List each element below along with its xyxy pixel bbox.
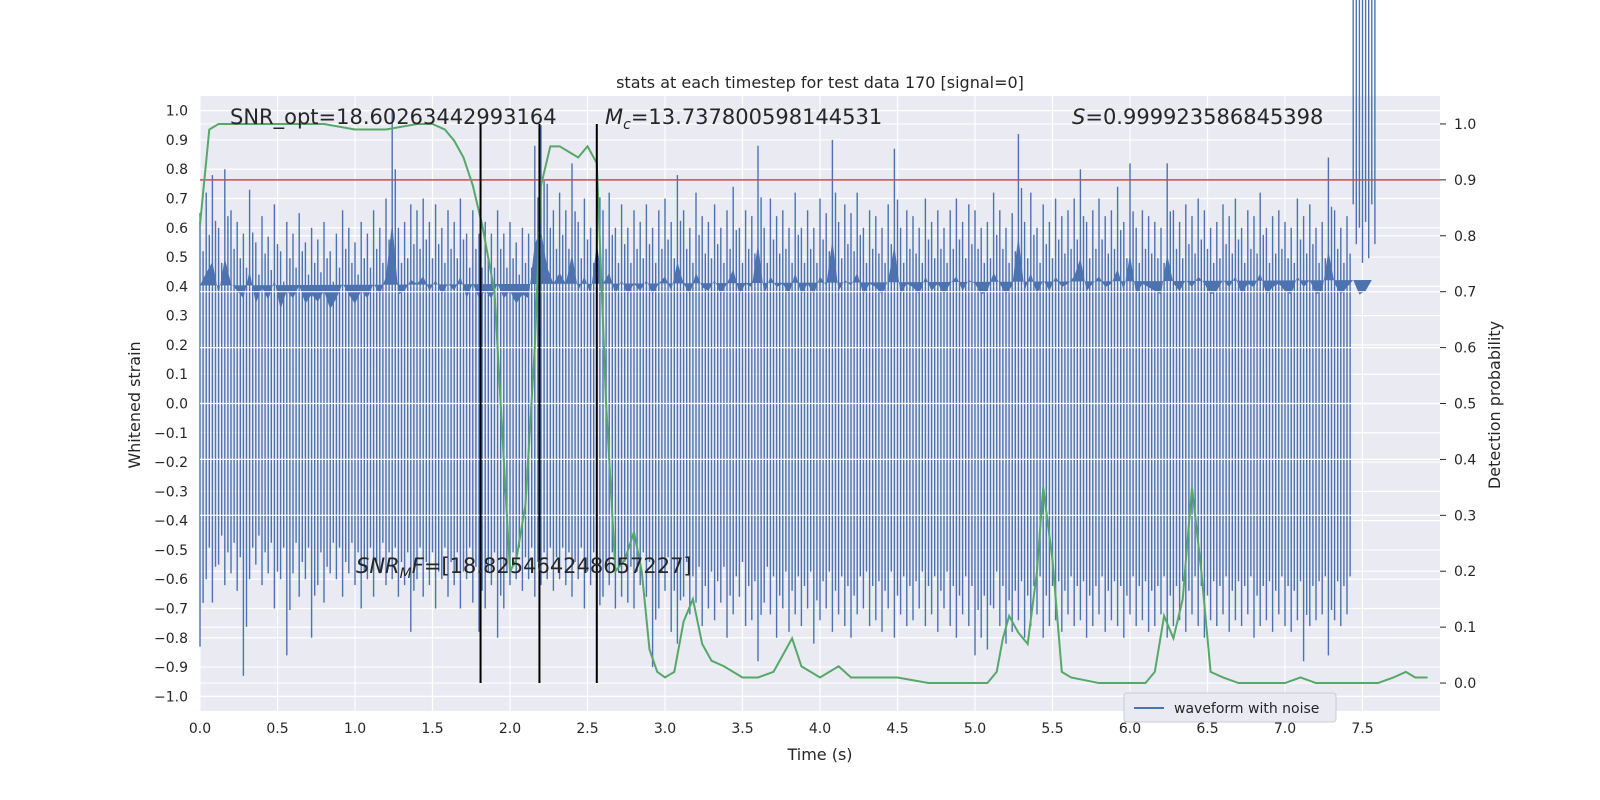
y-tick-label: −0.9 <box>154 660 188 676</box>
x-tick-label: 5.5 <box>1041 721 1063 737</box>
x-axis-title: Time (s) <box>786 745 852 764</box>
x-tick-label: 4.0 <box>809 721 831 737</box>
y-tick-label: 0.5 <box>166 250 188 266</box>
y-tick-label: 0.4 <box>166 279 188 295</box>
y-tick-label: −0.2 <box>154 455 188 471</box>
x-tick-label: 3.5 <box>731 721 753 737</box>
snr-mf-value: =[18.825464248657227] <box>424 554 692 578</box>
legend: waveform with noise <box>1123 692 1337 723</box>
s-value-annotation: S=0.999923586845398 <box>1072 105 1323 129</box>
y2-tick-label: 0.8 <box>1454 229 1476 245</box>
snr-mf-symbol: SNR <box>356 554 400 578</box>
y2-axis-ticks: 1.0 0.9 0.8 0.7 0.6 0.5 0.4 0.3 0.2 0.1 0.0 <box>1440 117 1476 692</box>
x-tick-label: 2.0 <box>499 721 521 737</box>
y-tick-label: 0.9 <box>166 133 188 149</box>
y-tick-label: 0.8 <box>166 162 188 178</box>
x-tick-label: 1.0 <box>344 721 366 737</box>
snr-mf-annotation: SNRMF=[18.825464248657227] <box>356 554 692 582</box>
probability-series <box>199 122 1428 685</box>
x-tick-label: 7.0 <box>1274 721 1296 737</box>
y2-tick-label: 1.0 <box>1454 117 1476 133</box>
y-tick-label: −0.4 <box>154 514 188 530</box>
chart-title: stats at each timestep for test data 170… <box>616 73 1024 92</box>
y-tick-label: −0.5 <box>154 543 188 559</box>
y-tick-label: −0.3 <box>154 484 188 500</box>
chirp-mass-annotation: Mc=13.737800598144531 <box>605 105 882 133</box>
y-tick-label: −0.7 <box>154 602 188 618</box>
y-tick-label: −0.6 <box>154 572 188 588</box>
y2-tick-label: 0.2 <box>1454 564 1476 580</box>
y-tick-label: 0.7 <box>166 192 188 208</box>
y2-tick-label: 0.1 <box>1454 620 1476 636</box>
y2-axis-title: Detection probability <box>1485 321 1504 489</box>
vertical-markers <box>479 123 598 684</box>
legend-box <box>1123 692 1337 723</box>
y2-tick-label: 0.5 <box>1454 397 1476 413</box>
x-tick-label: 7.5 <box>1351 721 1373 737</box>
snr-mf-subscript: M <box>400 566 412 582</box>
snr-mf-mid: F <box>412 554 425 578</box>
y-tick-label: 0.3 <box>166 309 188 325</box>
x-tick-label: 6.5 <box>1196 721 1218 737</box>
chirp-mass-value: =13.737800598144531 <box>631 105 882 129</box>
y-tick-label: 0.6 <box>166 221 188 237</box>
y-tick-label: −0.8 <box>154 631 188 647</box>
x-tick-label: 5.0 <box>964 721 986 737</box>
probability-line <box>199 122 1428 685</box>
y-tick-label: 1.0 <box>166 104 188 120</box>
y-tick-label: 0.0 <box>166 397 188 413</box>
x-tick-label: 2.5 <box>576 721 598 737</box>
x-tick-label: 1.5 <box>421 721 443 737</box>
x-tick-label: 3.0 <box>654 721 676 737</box>
snr-opt-annotation: SNR_opt=18.60263442993164 <box>230 105 557 130</box>
y-tick-label: 0.1 <box>166 367 188 383</box>
waveform-series <box>199 0 1440 676</box>
y-axis-ticks: 1.0 0.9 0.8 0.7 0.6 0.5 0.4 0.3 0.2 0.1 0.0 −0.1 −0.… <box>154 104 188 706</box>
y2-tick-label: 0.4 <box>1454 452 1476 468</box>
y-tick-label: −0.1 <box>154 426 188 442</box>
y2-tick-label: 0.9 <box>1454 173 1476 189</box>
x-tick-label: 0.5 <box>266 721 288 737</box>
y2-tick-label: 0.3 <box>1454 508 1476 524</box>
s-value: =0.999923586845398 <box>1085 105 1323 129</box>
x-tick-label: 4.5 <box>886 721 908 737</box>
y2-tick-label: 0.0 <box>1454 676 1476 692</box>
chirp-mass-subscript: c <box>623 117 631 133</box>
chirp-mass-symbol: M <box>605 105 623 129</box>
s-symbol: S <box>1072 105 1085 129</box>
x-axis-ticks: 0.0 0.5 1.0 1.5 2.0 2.5 3.0 3.5 4.0 4.5 5.0 5.5 6.0 6… <box>189 721 1374 737</box>
y-tick-label: −1.0 <box>154 689 188 705</box>
y-axis-title: Whitened strain <box>125 341 144 468</box>
legend-label: waveform with noise <box>1174 701 1319 717</box>
y2-tick-label: 0.7 <box>1454 285 1476 301</box>
y-tick-label: 0.2 <box>166 338 188 354</box>
x-tick-label: 0.0 <box>189 721 211 737</box>
y2-tick-label: 0.6 <box>1454 341 1476 357</box>
x-tick-label: 6.0 <box>1119 721 1141 737</box>
